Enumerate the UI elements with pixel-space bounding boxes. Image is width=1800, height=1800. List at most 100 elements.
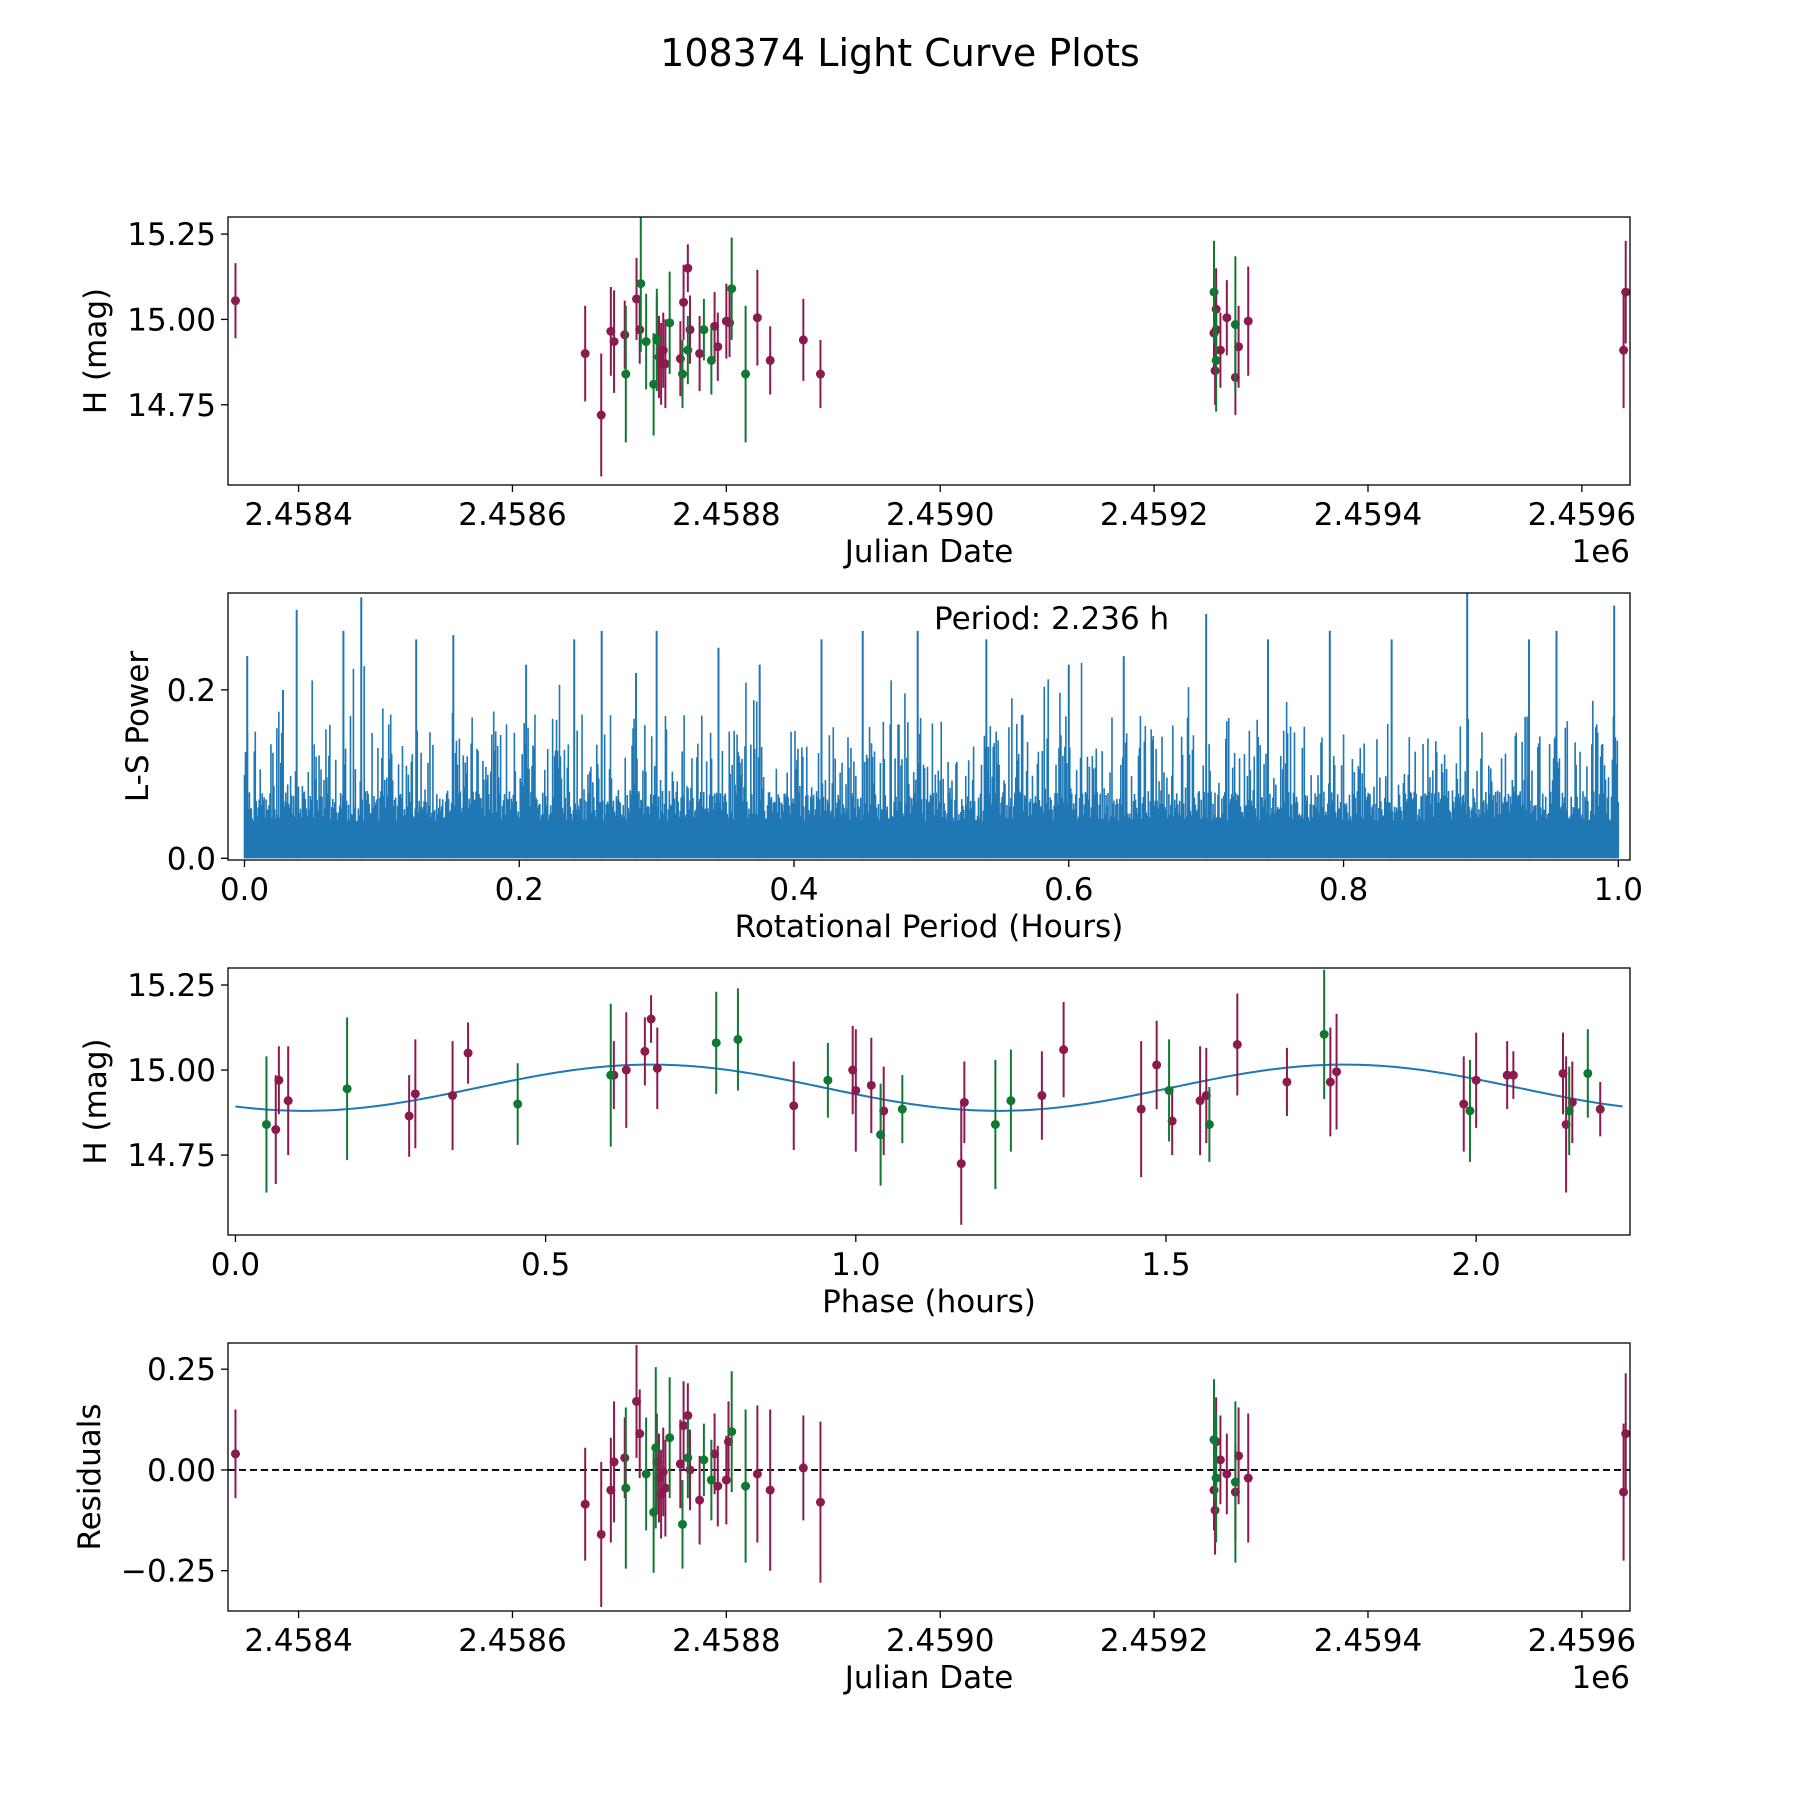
data-point-magenta bbox=[1619, 345, 1629, 355]
data-point-green bbox=[727, 1427, 737, 1437]
data-point-green bbox=[741, 369, 751, 379]
data-point-magenta bbox=[660, 359, 670, 369]
data-point-magenta bbox=[679, 297, 689, 307]
phased-plot-area bbox=[235, 969, 1623, 1225]
data-point-magenta bbox=[646, 1014, 656, 1024]
x-tick-label: 0.6 bbox=[1044, 872, 1093, 908]
data-point-magenta bbox=[685, 325, 695, 335]
data-point-magenta bbox=[851, 1085, 861, 1095]
data-point-magenta bbox=[1595, 1104, 1605, 1114]
data-point-magenta bbox=[274, 1075, 284, 1085]
data-point-green bbox=[606, 1070, 616, 1080]
y-tick-label: 0.25 bbox=[147, 1352, 216, 1388]
periodogram-frame bbox=[227, 592, 1631, 861]
data-point-magenta bbox=[765, 1485, 775, 1495]
data-point-magenta bbox=[596, 410, 606, 420]
data-point-magenta bbox=[725, 318, 735, 328]
data-point-magenta bbox=[1502, 1070, 1512, 1080]
data-point-green bbox=[1230, 1477, 1240, 1487]
data-point-magenta bbox=[679, 1421, 689, 1431]
data-point-magenta bbox=[752, 1469, 762, 1479]
data-point-magenta bbox=[230, 296, 240, 306]
x-tick-label: 2.4596 bbox=[1528, 497, 1636, 533]
data-point-green bbox=[651, 1443, 661, 1453]
data-point-magenta bbox=[1222, 313, 1232, 323]
x-tick-label: 0.0 bbox=[220, 872, 269, 908]
data-point-magenta bbox=[463, 1048, 473, 1058]
x-tick-label: 2.4596 bbox=[1528, 1623, 1636, 1659]
data-point-magenta bbox=[609, 1457, 619, 1467]
data-point-magenta bbox=[798, 335, 808, 345]
data-point-green bbox=[1209, 1435, 1219, 1445]
data-point-magenta bbox=[1215, 1455, 1225, 1465]
period-annotation: Period: 2.236 h bbox=[934, 601, 1169, 637]
x-tick-label: 2.4590 bbox=[886, 1623, 994, 1659]
x-tick-label: 2.4590 bbox=[886, 497, 994, 533]
data-point-magenta bbox=[621, 1065, 631, 1075]
data-point-magenta bbox=[640, 1046, 650, 1056]
data-point-magenta bbox=[410, 1089, 420, 1099]
lightcurve-panel: 2.4584 2.4586 2.4588 2.4590 2.4592 2.4594 2.45… bbox=[78, 216, 1636, 570]
x-tick-label: 2.0 bbox=[1451, 1247, 1500, 1283]
x-tick-label: 2.4592 bbox=[1100, 1623, 1208, 1659]
x-tick-label: 2.4588 bbox=[672, 497, 780, 533]
data-point-green bbox=[706, 355, 716, 365]
data-point-green bbox=[665, 318, 675, 328]
periodogram-panel: 0.0 0.2 0.4 0.6 0.8 1.0 0.0 0.2 Rotational Perio… bbox=[120, 592, 1643, 945]
periodogram-x-axis-label: Rotational Period (Hours) bbox=[735, 909, 1124, 945]
data-point-green bbox=[1204, 1119, 1214, 1129]
y-tick-label: 15.00 bbox=[127, 302, 216, 338]
data-point-magenta bbox=[635, 325, 645, 335]
data-point-green bbox=[1564, 1106, 1574, 1116]
x-tick-label: 2.4586 bbox=[458, 497, 566, 533]
x-tick-label: 2.4594 bbox=[1314, 1623, 1422, 1659]
data-point-green bbox=[683, 345, 693, 355]
residuals-frame bbox=[227, 1342, 1631, 1612]
phased-panel: 0.0 0.5 1.0 1.5 2.0 14.75 15.00 15.25 Phase (hou… bbox=[78, 967, 1631, 1320]
data-point-magenta bbox=[695, 349, 705, 359]
data-point-magenta bbox=[230, 1449, 240, 1459]
data-point-green bbox=[897, 1104, 907, 1114]
data-point-magenta bbox=[620, 330, 630, 340]
data-point-magenta bbox=[271, 1125, 281, 1135]
data-point-magenta bbox=[1471, 1075, 1481, 1085]
data-point-green bbox=[1583, 1068, 1593, 1078]
data-point-green bbox=[513, 1099, 523, 1109]
data-point-magenta bbox=[1059, 1045, 1069, 1055]
data-point-green bbox=[1164, 1085, 1174, 1095]
phased-fit-curve bbox=[235, 1063, 1623, 1112]
x-tick-label: 0.0 bbox=[211, 1247, 260, 1283]
data-point-magenta bbox=[683, 263, 693, 273]
data-point-magenta bbox=[675, 354, 685, 364]
y-tick-label: 14.75 bbox=[127, 388, 216, 424]
data-point-magenta bbox=[1619, 1487, 1629, 1497]
data-point-green bbox=[649, 1507, 659, 1517]
data-point-green bbox=[990, 1119, 1000, 1129]
data-point-green bbox=[1006, 1096, 1016, 1106]
data-point-green bbox=[261, 1119, 271, 1129]
data-point-green bbox=[711, 1038, 721, 1048]
data-point-magenta bbox=[658, 1467, 668, 1477]
data-point-magenta bbox=[695, 1495, 705, 1505]
data-point-magenta bbox=[956, 1159, 966, 1169]
residuals-x-axis-label: Julian Date bbox=[843, 1660, 1014, 1696]
data-point-green bbox=[641, 1469, 651, 1479]
data-point-magenta bbox=[1621, 287, 1630, 297]
x-tick-label: 0.5 bbox=[521, 1247, 570, 1283]
x-tick-label: 2.4592 bbox=[1100, 497, 1208, 533]
residuals-plot-area bbox=[228, 1345, 1630, 1607]
y-tick-label: −0.25 bbox=[121, 1554, 216, 1590]
data-point-green bbox=[1230, 320, 1240, 330]
data-point-magenta bbox=[1232, 1040, 1242, 1050]
data-point-magenta bbox=[609, 337, 619, 347]
data-point-green bbox=[621, 369, 631, 379]
data-point-magenta bbox=[789, 1101, 799, 1111]
y-tick-label: 15.25 bbox=[127, 968, 216, 1004]
data-point-magenta bbox=[652, 1063, 662, 1073]
data-point-green bbox=[678, 369, 688, 379]
data-point-magenta bbox=[713, 342, 723, 352]
data-point-magenta bbox=[404, 1111, 414, 1121]
data-point-magenta bbox=[1152, 1060, 1162, 1070]
data-point-magenta bbox=[1459, 1099, 1469, 1109]
